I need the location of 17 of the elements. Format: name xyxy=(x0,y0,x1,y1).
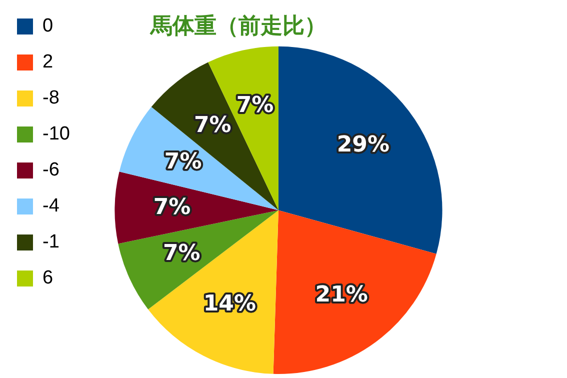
data-label: 7% xyxy=(194,113,232,138)
legend-label: -1 xyxy=(42,232,60,253)
legend-label: 6 xyxy=(42,268,54,289)
legend-label: -10 xyxy=(42,124,70,145)
legend-label: 0 xyxy=(42,16,54,37)
legend-label: -4 xyxy=(42,196,60,217)
data-label: 21% xyxy=(315,282,368,308)
data-label: 7% xyxy=(153,195,191,220)
legend-label: -6 xyxy=(42,160,60,181)
legend-label: 2 xyxy=(42,52,54,73)
data-label: 14% xyxy=(203,292,256,317)
chart-title: 馬体重（前走比） xyxy=(150,14,326,39)
data-label: 7% xyxy=(236,93,274,118)
data-label: 29% xyxy=(336,132,390,158)
legend-label: -8 xyxy=(42,88,60,109)
data-label: 7% xyxy=(164,150,202,175)
data-label: 7% xyxy=(162,241,200,266)
